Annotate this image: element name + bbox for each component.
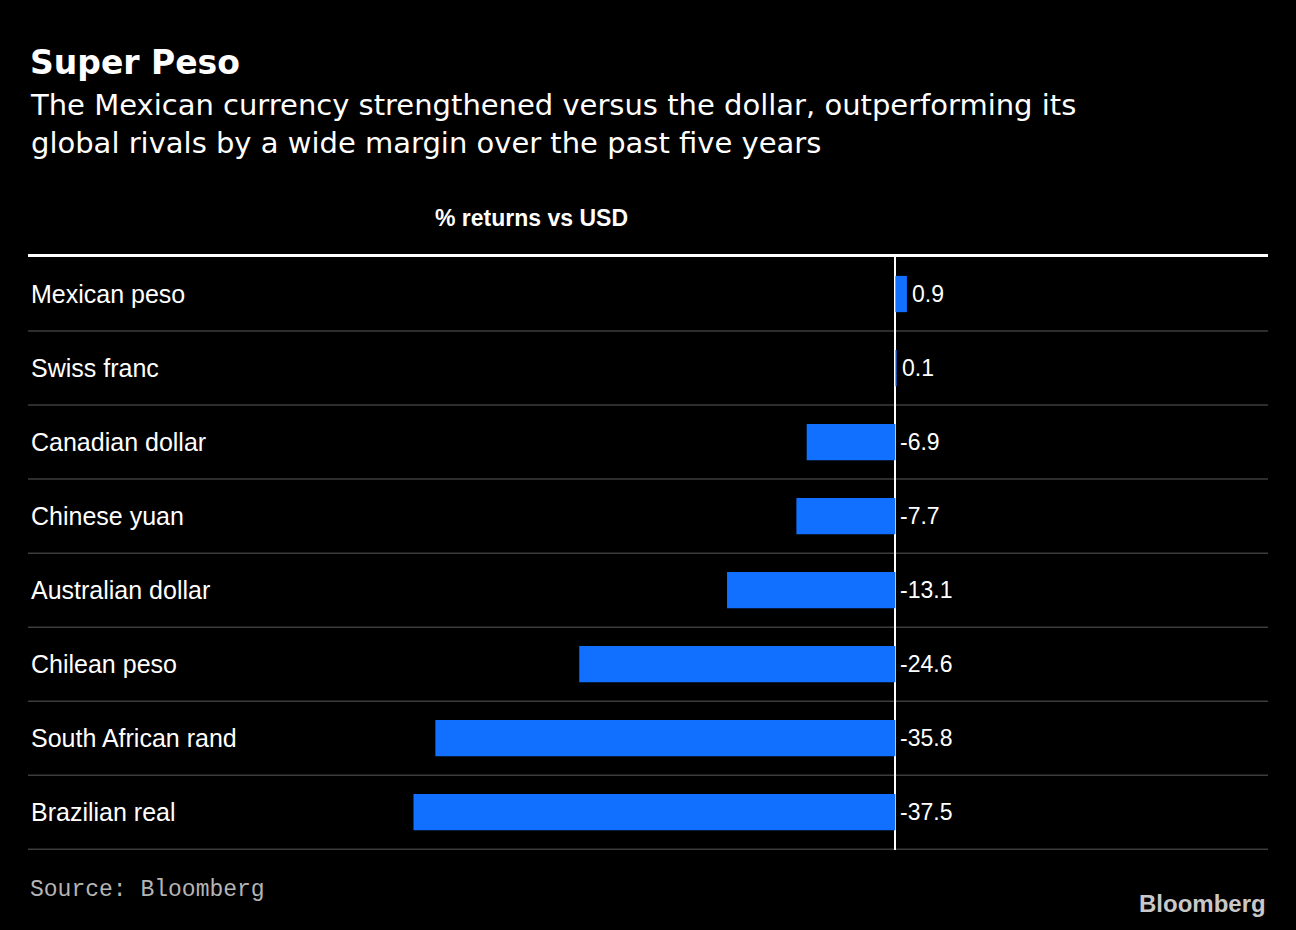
svg-text:Swiss franc: Swiss franc <box>31 354 159 382</box>
svg-text:-7.7: -7.7 <box>900 503 940 529</box>
svg-text:Canadian dollar: Canadian dollar <box>31 428 206 456</box>
svg-text:Australian dollar: Australian dollar <box>31 576 210 604</box>
svg-text:Chilean peso: Chilean peso <box>31 650 177 678</box>
svg-text:Mexican peso: Mexican peso <box>31 280 185 308</box>
svg-text:-35.8: -35.8 <box>900 725 952 751</box>
svg-text:The Mexican currency strengthe: The Mexican currency strengthened versus… <box>30 88 1076 160</box>
svg-text:-37.5: -37.5 <box>900 799 952 825</box>
svg-text:-6.9: -6.9 <box>900 429 940 455</box>
svg-text:Brazilian real: Brazilian real <box>31 798 176 826</box>
svg-text:Chinese yuan: Chinese yuan <box>31 502 184 530</box>
svg-text:-24.6: -24.6 <box>900 651 952 677</box>
svg-text:-13.1: -13.1 <box>900 577 952 603</box>
svg-text:Super Peso: Super Peso <box>30 43 240 82</box>
svg-text:South African rand: South African rand <box>31 724 237 752</box>
svg-text:0.9: 0.9 <box>912 281 944 307</box>
svg-text:Bloomberg: Bloomberg <box>1139 890 1266 917</box>
svg-text:0.1: 0.1 <box>902 355 934 381</box>
svg-text:% returns vs USD: % returns vs USD <box>435 205 628 231</box>
svg-text:Source: Bloomberg: Source: Bloomberg <box>30 877 265 903</box>
